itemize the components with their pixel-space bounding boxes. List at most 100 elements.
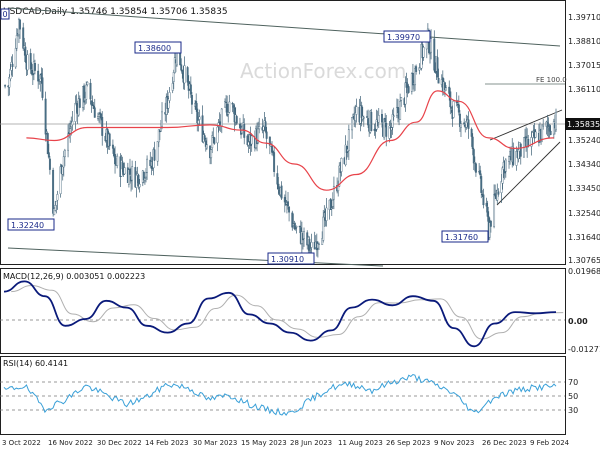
candle-body-61 [97,116,99,119]
candle-body-300 [452,100,455,118]
x-label-7: 28 Jun 2023 [290,439,332,447]
candle-body-332 [501,167,504,184]
candle-body-310 [467,119,470,129]
x-label-5: 30 Mar 2023 [193,439,237,447]
candle-body-180 [273,152,276,172]
candle-body-255 [385,123,388,137]
candle-body-34 [55,200,58,206]
price-tick-9: 1.31640 [568,233,600,242]
candle-body-109 [167,98,170,109]
current-price-box [565,118,600,130]
candle-body-93 [143,178,146,181]
candle-body-174 [264,121,267,132]
candle-body-258 [390,127,393,131]
candle-body-32 [53,208,56,216]
candle-body-170 [258,126,261,130]
candle-body-219 [331,199,334,207]
candle-body-241 [366,116,368,118]
candle-body-254 [384,118,387,123]
candle-body-29 [47,152,50,158]
price-axis: 1.39710 1.38810 1.37015 1.36110 1.35240 … [568,13,600,265]
x-label-12: 9 Feb 2024 [530,439,570,447]
candle-body-80 [123,167,126,175]
candle-body-225 [340,158,343,172]
candle-body-110 [168,92,171,101]
x-label-10: 9 Nov 2023 [434,439,474,447]
price-tick-8: 1.32540 [568,209,600,218]
candle-body-341 [515,151,518,166]
candle-body-65 [101,117,104,136]
annotation-high-feb-text: 1.38600 [138,44,171,53]
candle-body-181 [276,173,279,185]
candle-body-45 [71,120,74,126]
candle-body-312 [471,136,474,149]
candle-body-28 [46,133,49,155]
rsi-tick-50: 50 [568,392,578,401]
candle-body-31 [52,169,55,214]
corner-marker-box [0,8,10,20]
candle-body-260 [392,115,395,117]
candle-body-36 [59,166,62,195]
candle-body-326 [493,194,496,227]
candle-body-205 [310,242,313,248]
macd-tick-top: 0.019685 [568,267,600,276]
rsi-tick-70: 70 [568,378,578,387]
annotation-high-feb-box [134,41,182,54]
candle-body-355 [534,131,537,138]
candle-body-318 [480,176,483,193]
candle-body-203 [308,238,311,251]
candle-body-124 [189,84,192,95]
candle-body-238 [360,105,363,118]
candle-body-284 [429,52,431,55]
candle-body-104 [160,127,162,132]
annotation-high-oct-text: 1.39970 [387,33,420,42]
annotation-low-jul-box [267,252,315,265]
rsi-label: RSI(14) 60.4141 [3,359,68,368]
candle-body-325 [489,220,492,227]
candle-body-39 [62,156,65,168]
x-label-6: 15 May 2023 [241,439,287,447]
candle-body-101 [156,141,159,162]
candle-body-27 [45,131,48,133]
candle-body-274 [414,67,417,86]
candle-body-210 [318,243,320,245]
candle-body-105 [161,111,163,128]
candle-body-245 [370,112,373,131]
candle-body-265 [400,97,403,101]
candle-body-55 [86,81,89,85]
macd-label: MACD(12,26,9) 0.003051 0.002223 [3,272,145,281]
price-tick-7: 1.33450 [568,184,600,193]
candle-body-195 [295,226,298,228]
candle-body-71 [111,144,114,149]
candle-body-285 [430,38,433,53]
candle-body-94 [145,172,147,178]
x-label-9: 26 Sep 2023 [386,439,430,447]
candle-body-75 [116,155,119,166]
candle-body-182 [277,183,280,190]
candle-body-242 [367,118,370,126]
candle-body-117 [180,64,183,71]
moving-average-line [26,90,554,191]
candle-body-41 [67,133,70,151]
candle-body-58 [91,104,94,106]
candle-body-335 [504,159,507,172]
candle-body-320 [482,194,485,206]
candle-body-150 [228,101,231,113]
x-label-2: 16 Nov 2022 [48,439,93,447]
candle-body-70 [108,133,111,147]
candle-body-298 [450,107,453,109]
candle-body-95 [146,158,149,173]
annotation-low-dec-box [441,230,489,243]
candle-body-145 [220,108,223,127]
annotation-low-jul-text: 1.30910 [271,255,304,264]
candle-body-63 [99,112,102,114]
x-label-1: 3 Oct 2022 [2,439,41,447]
candle-body-290 [437,77,440,84]
candle-body-185 [280,185,283,199]
candle-body-306 [463,122,466,125]
annotation-high-oct: 1.39970 [383,30,431,43]
annotation-high-feb: 1.38600 [134,41,182,54]
candle-body-340 [512,147,515,165]
candle-body-297 [449,91,452,108]
